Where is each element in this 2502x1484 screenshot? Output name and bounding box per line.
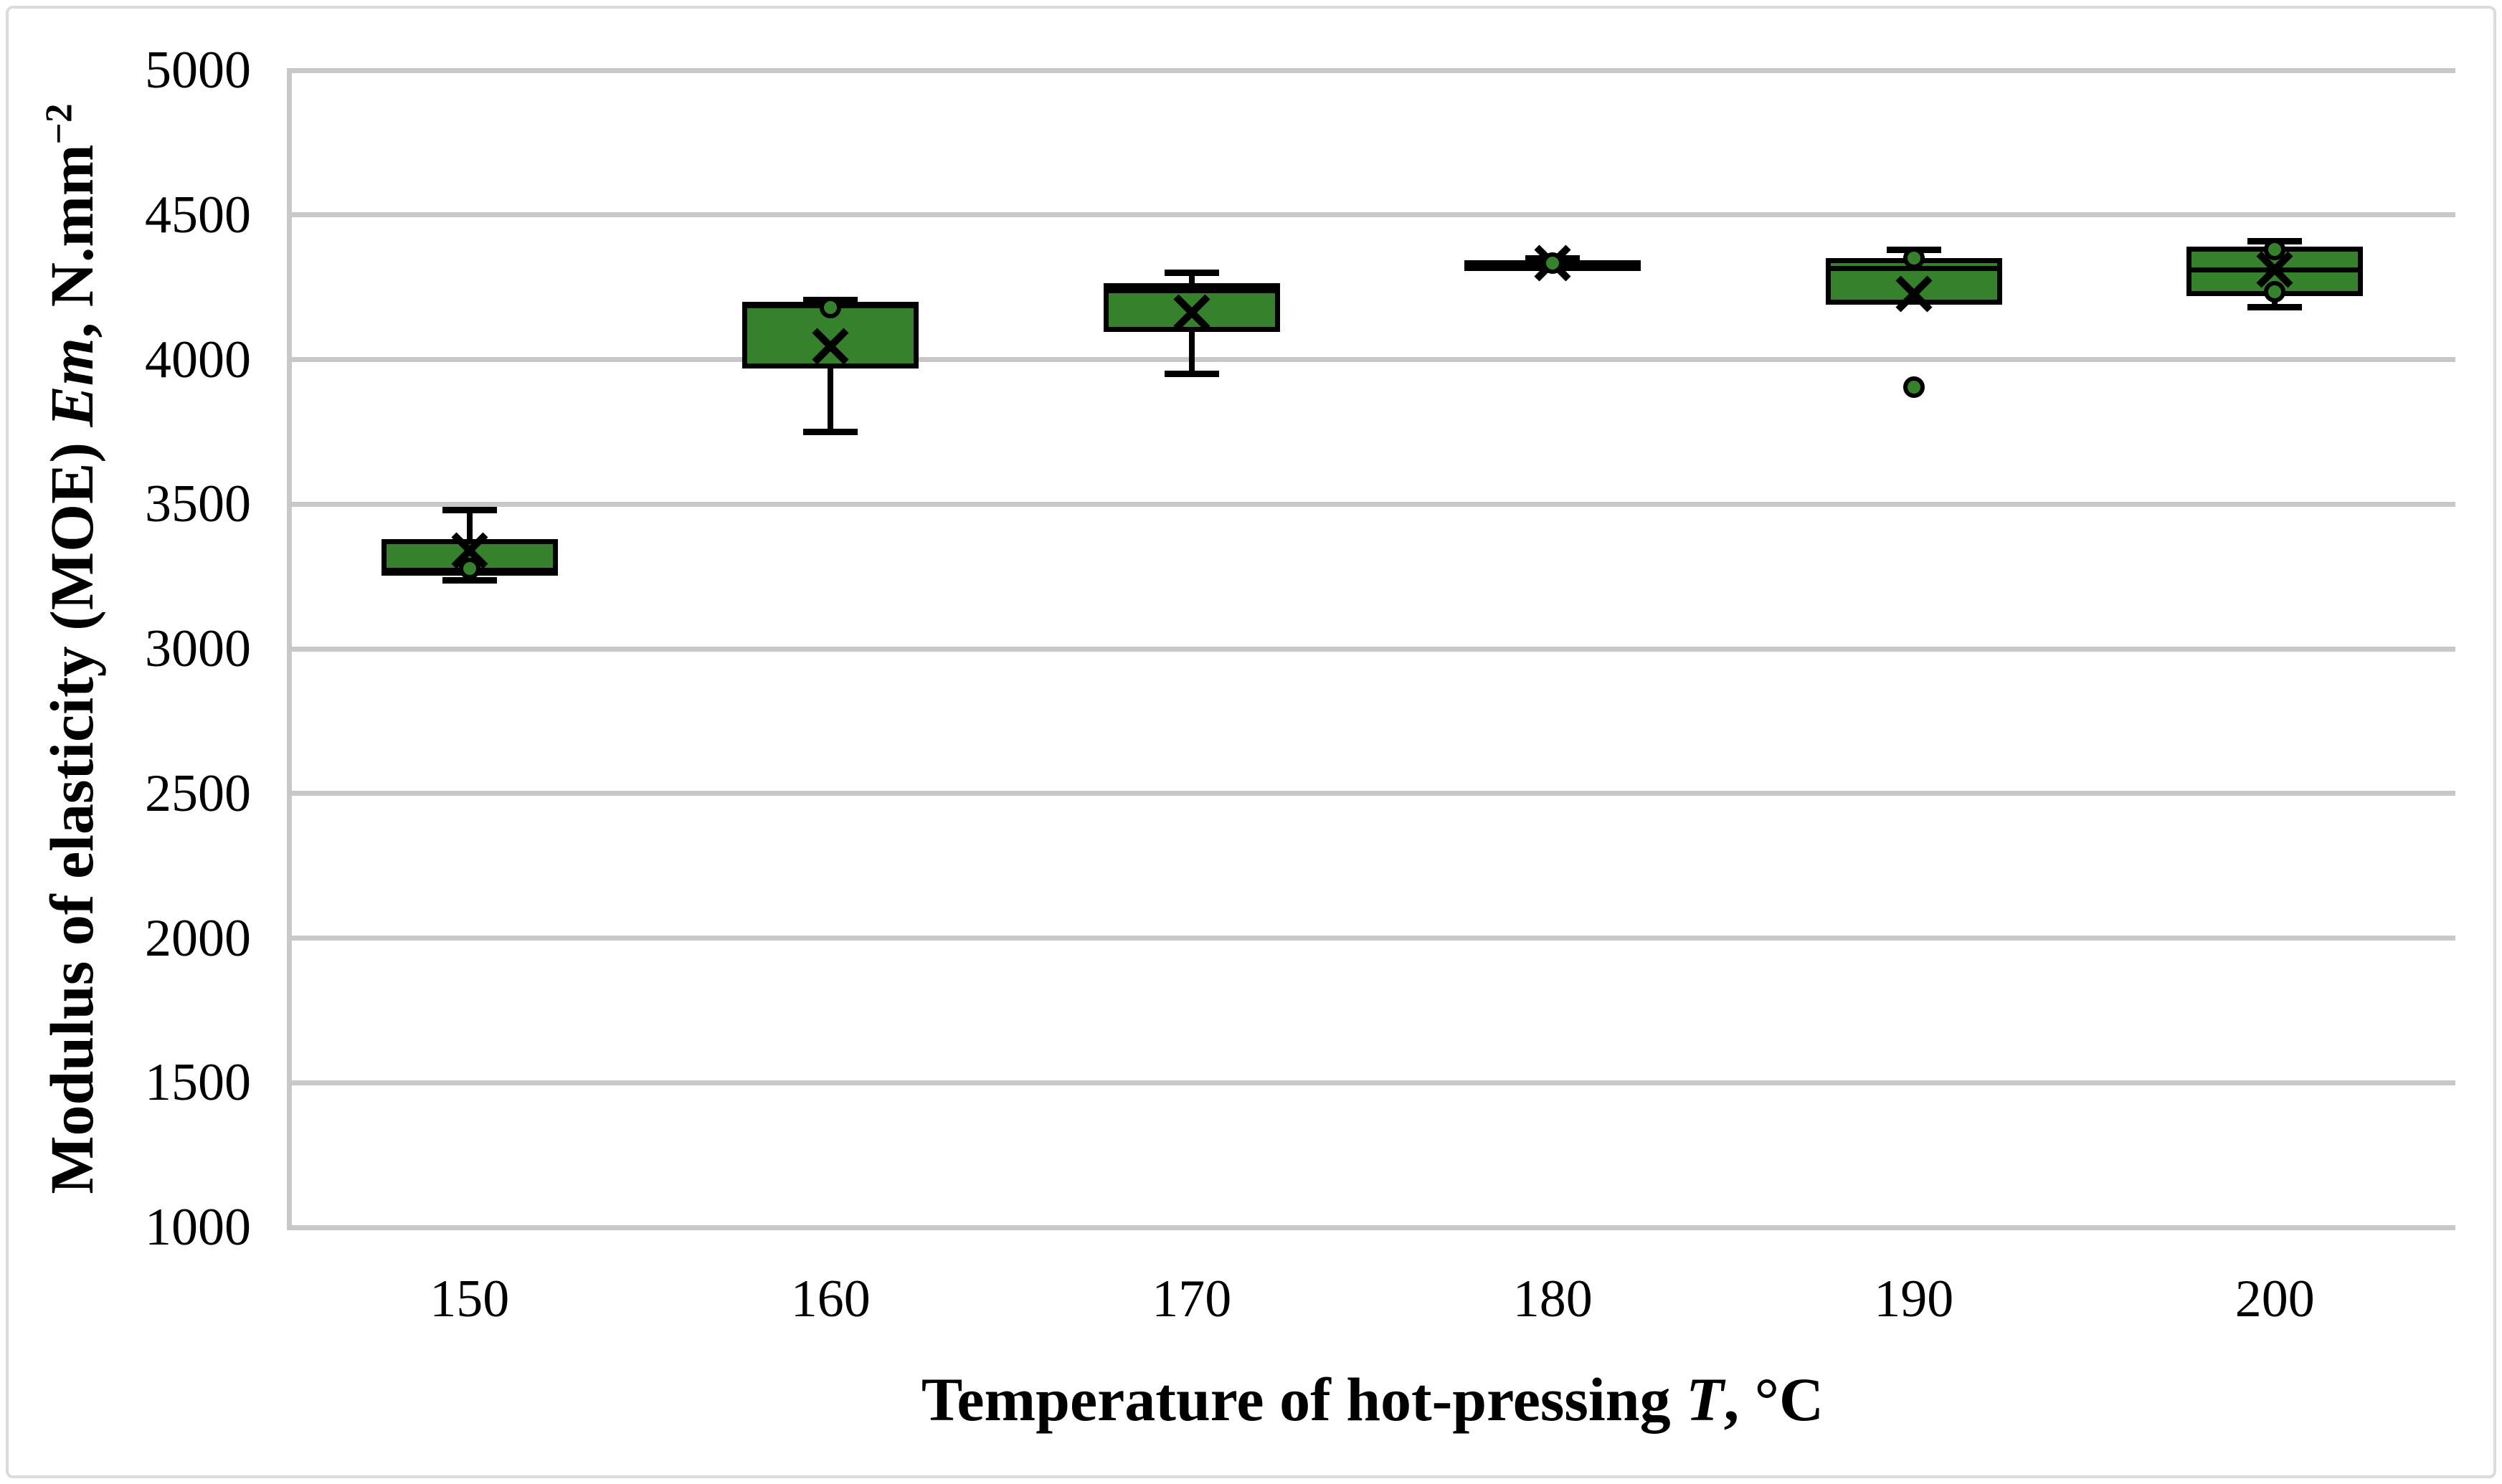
y-axis-tick-label: 2000 [145,908,251,968]
x-axis-title-text: Temperature of hot-pressing [921,1365,1687,1434]
lower-whisker-line [1188,332,1195,374]
x-axis-tick-label: 160 [790,1270,871,1328]
outlier-point-marker [1902,376,1925,398]
y-gridline [289,646,2455,652]
y-gridline [289,1224,2455,1230]
figure-border [6,6,2496,1478]
mean-x-marker [1173,294,1210,331]
upper-whisker-line [466,510,473,539]
data-point-marker [458,557,480,579]
data-point-marker [1902,247,1925,270]
x-axis-tick-label: 200 [2235,1270,2315,1328]
mean-x-marker [451,532,488,569]
lower-whisker-cap [803,428,858,435]
y-axis-tick-label: 3500 [145,475,251,534]
y-axis-tick-label: 3000 [145,619,251,678]
x-axis-title: Temperature of hot-pressing T, °C [297,1364,2448,1435]
x-axis-title-symbol: T [1686,1365,1724,1434]
x-axis-title-units: , °C [1723,1365,1824,1434]
y-gridline [289,936,2455,941]
mean-x-marker [1895,275,1933,313]
x-axis-tick-label: 150 [430,1270,510,1328]
x-axis-tick-label: 170 [1152,1270,1232,1328]
upper-whisker-line [1188,272,1195,283]
x-axis-tick-label: 180 [1512,1270,1593,1328]
data-point-marker [2264,239,2286,261]
y-axis-tick-label: 4000 [145,330,251,389]
y-gridline [289,67,2455,73]
x-axis-tick-label: 190 [1874,1270,1954,1328]
data-point-marker [1542,252,1564,274]
y-gridline [289,212,2455,218]
y-axis-tick-label: 2500 [145,764,251,823]
lower-whisker-cap [2247,304,2303,311]
data-point-marker [2264,280,2286,303]
y-axis-line [286,67,292,1230]
y-axis-tick-label: 5000 [145,41,251,100]
median-line [1103,287,1280,293]
lower-whisker-cap [442,576,497,584]
y-axis-tick-label: 1000 [145,1198,251,1257]
y-gridline [289,791,2455,796]
upper-whisker-cap [442,506,497,513]
mean-x-marker [812,328,849,365]
y-axis-tick-label: 4500 [145,185,251,244]
y-gridline [289,501,2455,507]
lower-whisker-cap [1164,371,1219,378]
y-axis-tick-label: 1500 [145,1053,251,1113]
upper-whisker-cap [1164,269,1219,276]
y-gridline [289,357,2455,362]
y-axis-title-exponent: −2 [37,103,80,145]
y-gridline [289,1080,2455,1085]
data-point-marker [820,296,842,318]
mean-x-marker [2256,251,2293,288]
lower-whisker-line [828,368,834,432]
